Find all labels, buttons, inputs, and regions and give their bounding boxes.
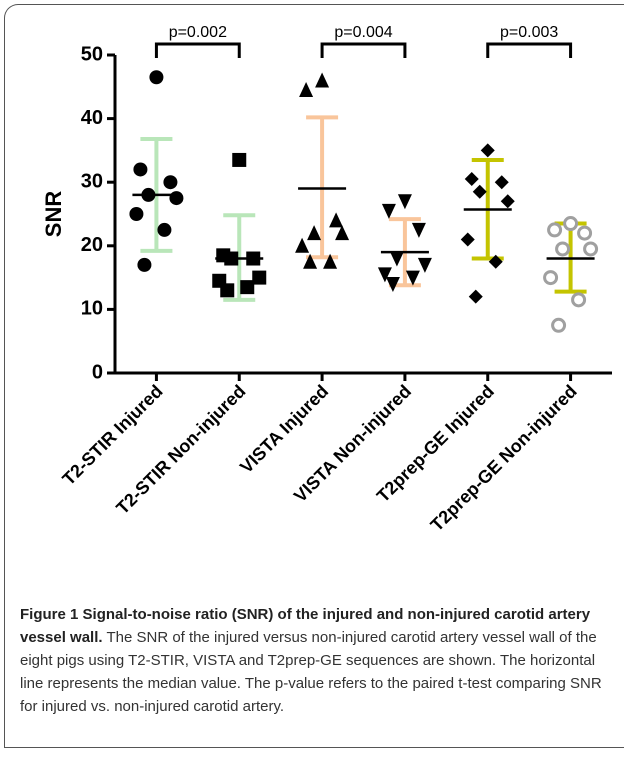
p-value: p=0.002 [169, 24, 227, 41]
caption-text: The SNR of the injured versus non-injure… [20, 629, 602, 715]
point [252, 270, 267, 285]
point [295, 237, 310, 253]
y-tick-label: 20 [81, 234, 103, 256]
point [220, 283, 235, 298]
point [381, 203, 396, 219]
point [417, 257, 432, 273]
point [323, 253, 338, 269]
significance-bracket [486, 42, 573, 58]
point [551, 317, 567, 333]
point [335, 225, 350, 241]
point [315, 72, 330, 88]
point [307, 225, 322, 241]
point [460, 232, 475, 247]
point [303, 253, 318, 269]
y-tick-label: 50 [81, 43, 103, 65]
point [377, 267, 392, 283]
figure-frame [4, 4, 624, 748]
significance-bracket [154, 42, 241, 58]
p-value: p=0.003 [500, 24, 558, 41]
point [133, 162, 148, 177]
point [563, 216, 579, 232]
point [480, 143, 495, 158]
point [299, 81, 314, 97]
point [240, 280, 255, 295]
significance-bracket [320, 42, 407, 58]
y-tick-label: 40 [81, 107, 103, 129]
point [547, 222, 563, 238]
point [389, 251, 404, 267]
point [500, 194, 515, 209]
y-axis-label: SNR [41, 191, 66, 238]
x-tick-label: T2prep-GE Non-injured [427, 381, 581, 535]
point [583, 241, 599, 257]
point [468, 289, 483, 304]
caption: Figure 1 Signal-to-noise ratio (SNR) of … [20, 603, 616, 718]
y-tick-label: 10 [81, 298, 103, 320]
point [329, 212, 344, 228]
point [405, 270, 420, 286]
point [137, 257, 152, 272]
point [464, 172, 479, 187]
y-tick-label: 30 [81, 170, 103, 192]
point [411, 222, 426, 238]
point [397, 194, 412, 210]
point [571, 292, 587, 308]
point [163, 175, 178, 190]
point [157, 222, 172, 237]
caption-title: Signal-to-noise ratio (SNR) of the injur… [20, 606, 591, 646]
point [129, 207, 144, 221]
point [555, 241, 571, 257]
point [385, 276, 400, 292]
point [149, 70, 164, 85]
point [494, 175, 509, 190]
point [232, 152, 247, 167]
point [488, 254, 503, 269]
point [577, 225, 593, 241]
point [472, 184, 487, 199]
y-tick-label: 0 [92, 361, 103, 383]
point [169, 191, 184, 206]
p-value: p=0.004 [334, 24, 392, 41]
point [543, 270, 559, 286]
caption-label: Figure 1 [20, 606, 79, 623]
